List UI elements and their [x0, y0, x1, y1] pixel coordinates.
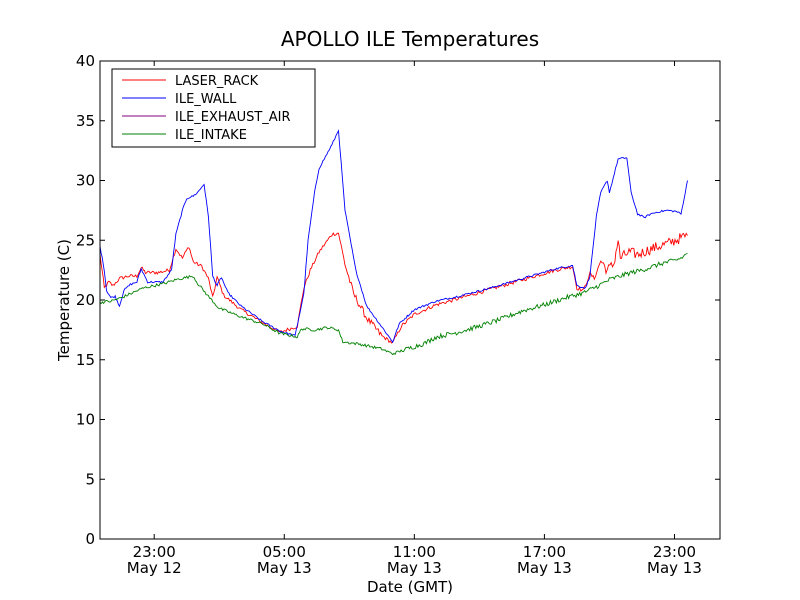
legend-label: LASER_RACK — [175, 74, 259, 89]
legend: LASER_RACK ILE_WALL ILE_EXHAUST_AIR ILE_INT… — [111, 68, 316, 148]
y-tick-label: 20 — [76, 291, 95, 309]
y-axis-label: Temperature (C) — [55, 239, 73, 362]
x-tick-label-date: May 13 — [387, 559, 442, 577]
y-tick-label: 0 — [85, 530, 95, 548]
y-tick-label: 30 — [76, 172, 95, 190]
series-line-ile-intake — [99, 252, 688, 356]
legend-label: ILE_EXHAUST_AIR — [175, 110, 291, 125]
x-tick-label-time: 23:00 — [133, 543, 176, 561]
x-tick-label-date: May 13 — [647, 559, 702, 577]
legend-label: ILE_WALL — [175, 92, 237, 107]
y-tick-label: 5 — [85, 470, 95, 488]
x-tick-label-date: May 13 — [517, 559, 572, 577]
y-tick-label: 40 — [76, 52, 95, 70]
chart-title: APOLLO ILE Temperatures — [281, 27, 539, 51]
y-tick-label: 25 — [76, 231, 95, 249]
y-axis: 0 5 10 15 20 25 30 35 40 — [76, 52, 720, 548]
plot-area — [99, 129, 688, 356]
y-tick-label: 35 — [76, 112, 95, 130]
y-tick-label: 10 — [76, 411, 95, 429]
legend-label: ILE_INTAKE — [175, 128, 247, 143]
x-tick-label-date: May 12 — [127, 559, 182, 577]
x-tick-label-time: 05:00 — [263, 543, 306, 561]
x-tick-label-time: 11:00 — [393, 543, 436, 561]
y-tick-label: 15 — [76, 351, 95, 369]
series-line-ile-wall — [99, 129, 688, 344]
x-tick-label-time: 17:00 — [523, 543, 566, 561]
x-tick-label-date: May 13 — [257, 559, 312, 577]
x-axis-label: Date (GMT) — [367, 578, 453, 596]
x-tick-label-time: 23:00 — [653, 543, 696, 561]
